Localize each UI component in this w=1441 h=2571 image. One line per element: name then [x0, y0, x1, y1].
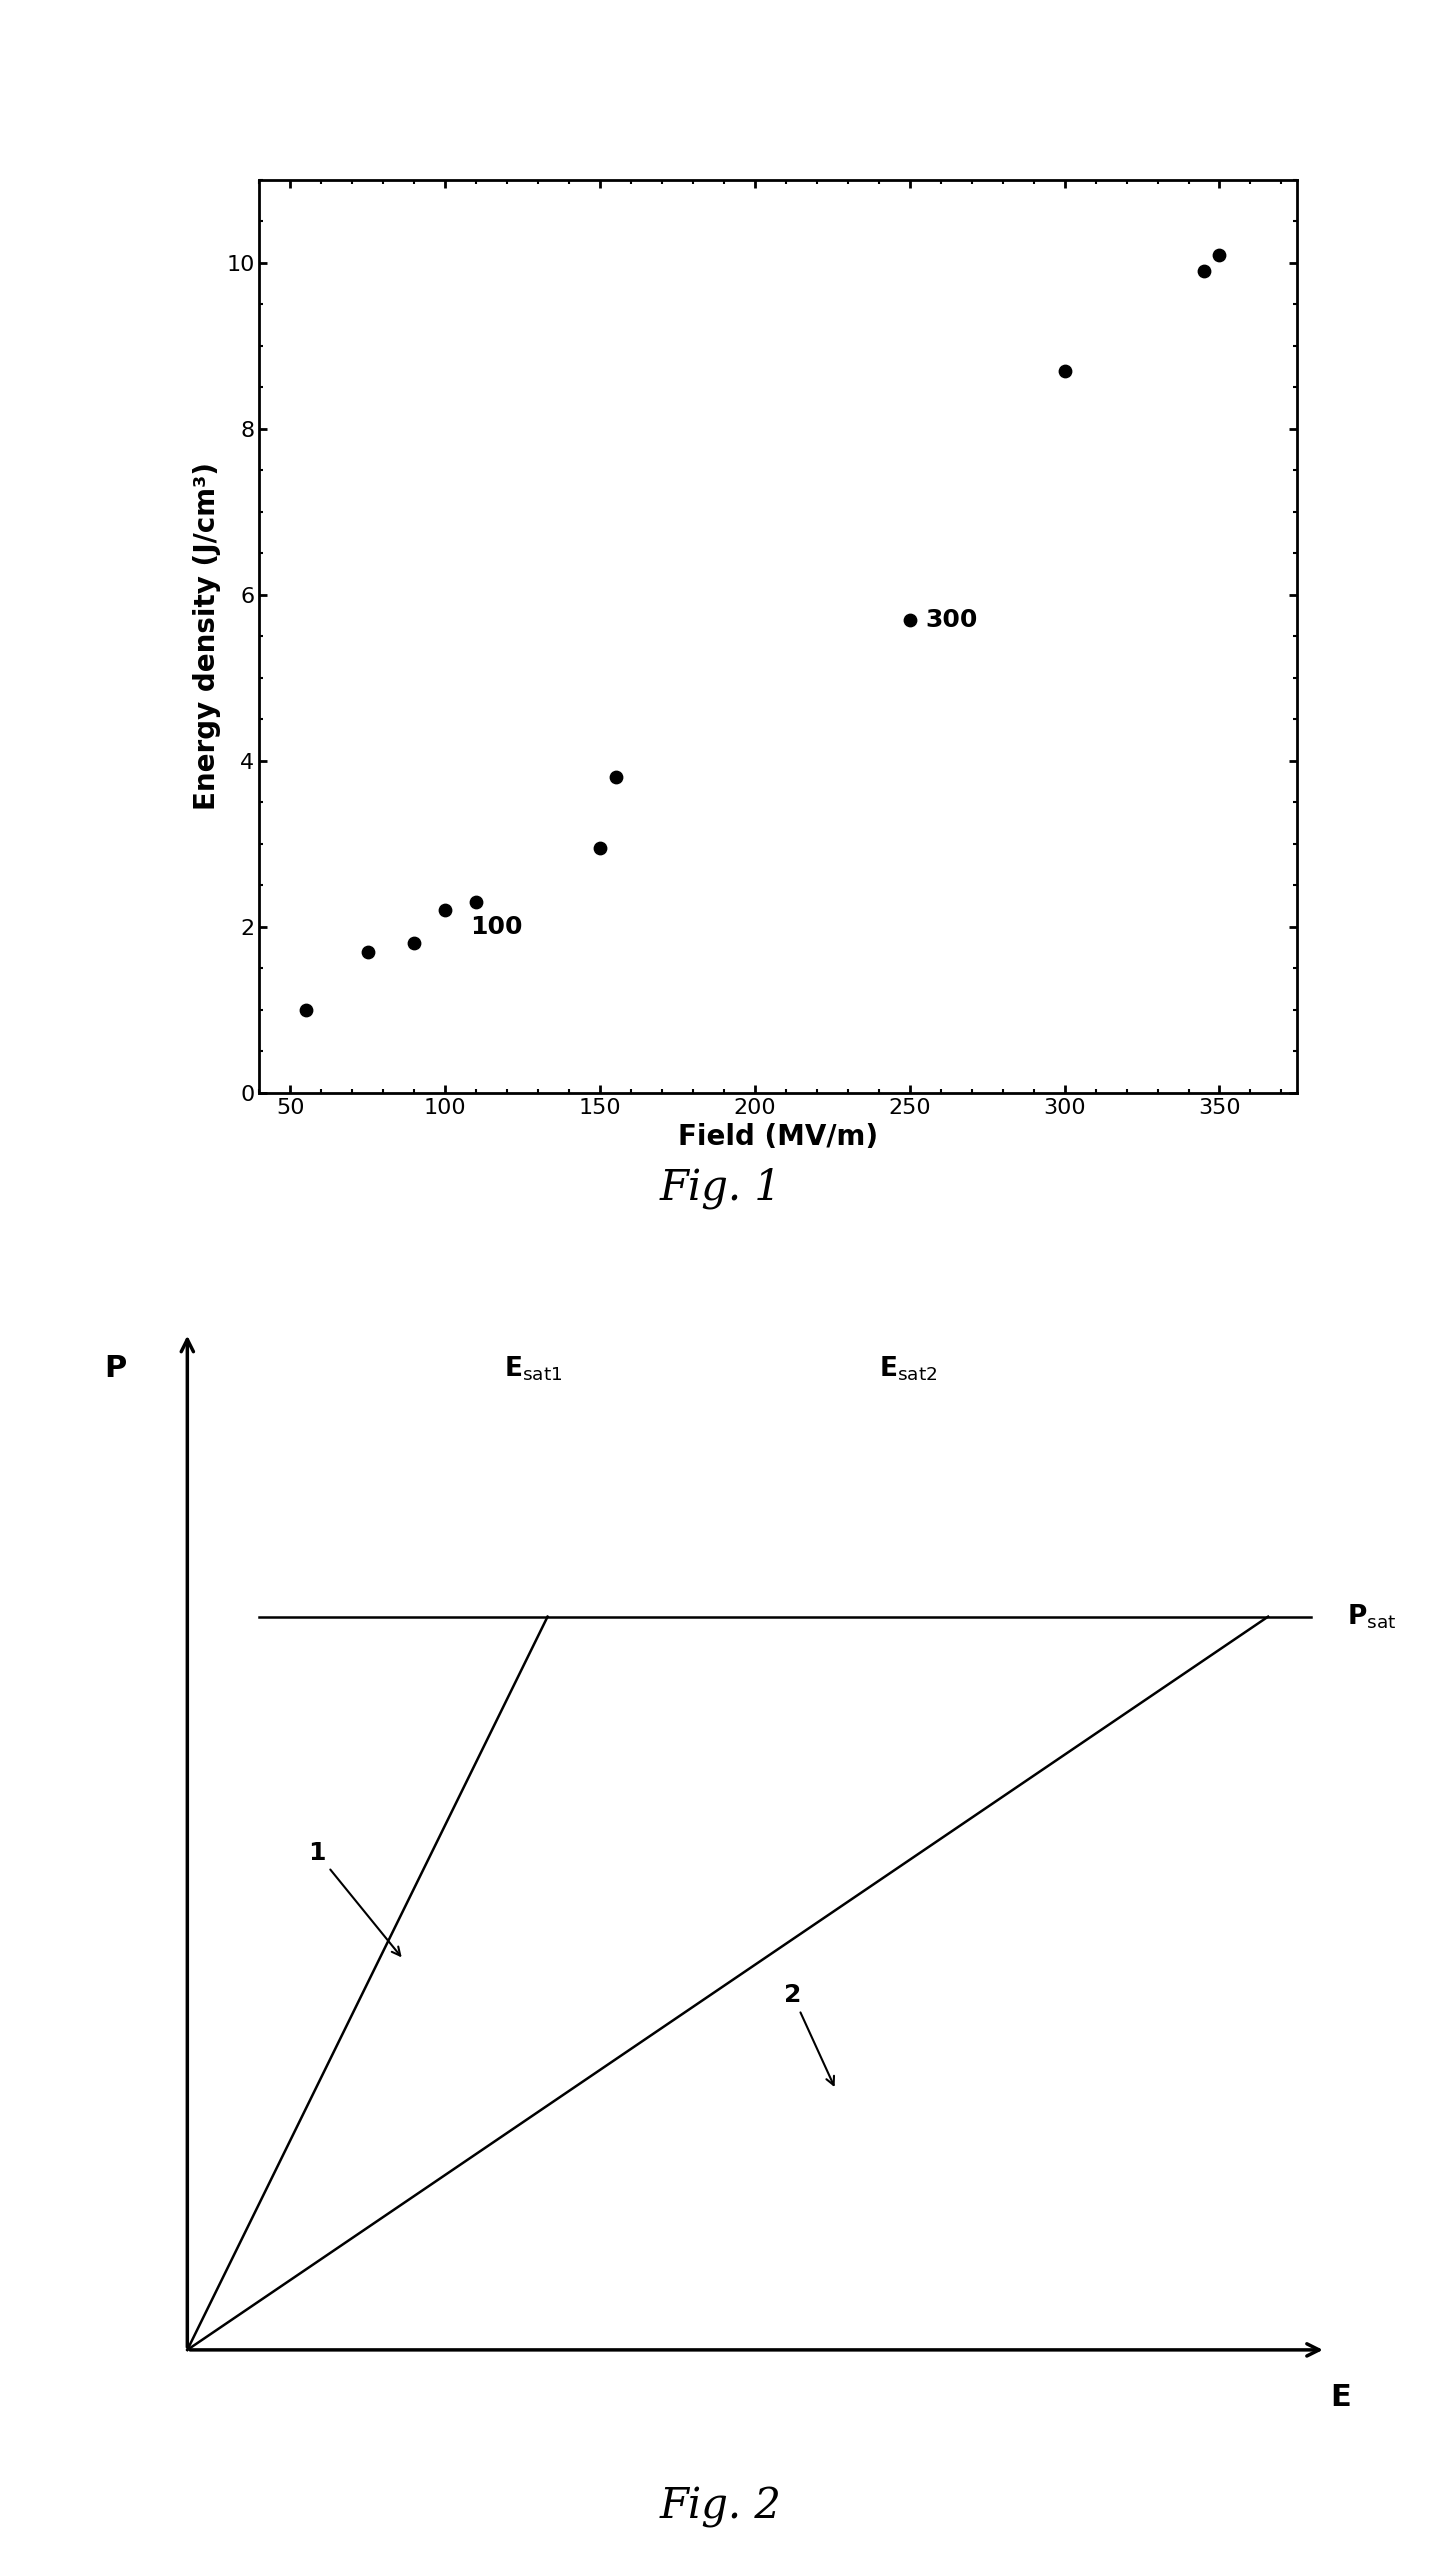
Text: P: P — [104, 1355, 127, 1383]
Point — [604, 756, 627, 797]
Point — [294, 990, 317, 1031]
Text: Fig. 2: Fig. 2 — [660, 2486, 781, 2527]
Point — [588, 828, 611, 869]
Point — [1193, 252, 1216, 293]
Text: E$_{\rm sat2}$: E$_{\rm sat2}$ — [879, 1355, 937, 1383]
Text: 300: 300 — [925, 607, 977, 632]
Point — [898, 599, 921, 640]
Point — [1208, 234, 1231, 275]
Point — [402, 923, 425, 964]
Text: P$_{\rm sat}$: P$_{\rm sat}$ — [1347, 1602, 1396, 1630]
Text: 2: 2 — [784, 1982, 834, 2085]
Text: 100: 100 — [470, 915, 523, 938]
X-axis label: Field (MV/m): Field (MV/m) — [679, 1124, 878, 1152]
Point — [434, 890, 457, 931]
Y-axis label: Energy density (J/cm³): Energy density (J/cm³) — [193, 463, 220, 810]
Point — [1053, 350, 1076, 391]
Text: 1: 1 — [308, 1841, 401, 1957]
Text: Fig. 1: Fig. 1 — [660, 1167, 781, 1208]
Point — [356, 931, 379, 972]
Point — [464, 882, 487, 923]
Text: E$_{\rm sat1}$: E$_{\rm sat1}$ — [504, 1355, 562, 1383]
Text: E: E — [1330, 2383, 1350, 2412]
